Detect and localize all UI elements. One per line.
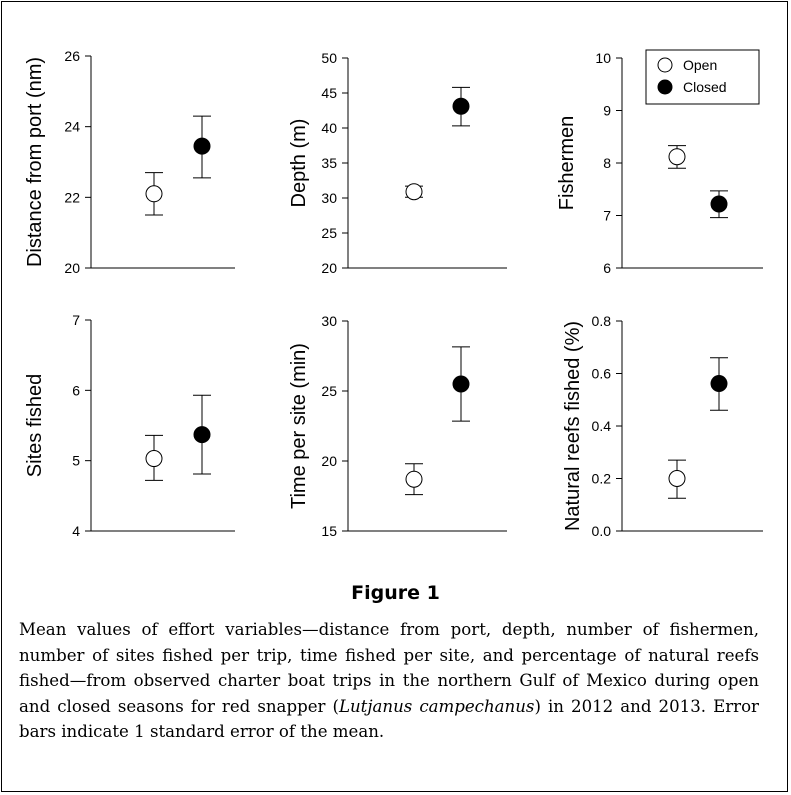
y-tick-label: 20 xyxy=(64,260,80,276)
closed-mean-point xyxy=(193,426,211,444)
y-tick-label: 7 xyxy=(603,208,611,224)
y-tick-label: 10 xyxy=(595,50,611,66)
y-tick-label: 24 xyxy=(64,119,80,135)
y-tick-label: 50 xyxy=(321,50,337,66)
y-tick-label: 0.0 xyxy=(592,523,612,539)
y-tick-label: 22 xyxy=(64,189,80,205)
caption-text-1: Mean values of effort variables—distance… xyxy=(19,620,759,716)
y-tick-label: 15 xyxy=(321,523,337,539)
y-tick-label: 30 xyxy=(321,313,337,329)
open-mean-point xyxy=(405,470,423,488)
open-mean-point xyxy=(668,148,686,166)
legend-marker-closed xyxy=(657,79,673,95)
caption-text-2: ) in 2012 and 2013. Error bars indicate … xyxy=(19,696,759,742)
y-tick-label: 26 xyxy=(64,48,80,64)
y-tick-label: 40 xyxy=(321,120,337,136)
legend-label-open: Open xyxy=(683,57,717,73)
y-tick-label: 25 xyxy=(321,383,337,399)
closed-mean-point xyxy=(710,374,728,392)
y-axis-label: Sites fished xyxy=(24,374,46,477)
y-tick-label: 30 xyxy=(321,190,337,206)
y-tick-label: 20 xyxy=(321,260,337,276)
y-axis-label: Natural reefs fished (%) xyxy=(562,321,584,531)
y-tick-label: 9 xyxy=(603,103,611,119)
legend-marker-open xyxy=(657,57,673,73)
y-tick-label: 6 xyxy=(603,260,611,276)
y-axis-label: Distance from port (nm) xyxy=(24,57,46,267)
y-tick-label: 20 xyxy=(321,453,337,469)
caption-species: Lutjanus campechanus xyxy=(338,696,535,716)
open-mean-point xyxy=(405,183,423,201)
y-axis-label: Depth (m) xyxy=(288,119,310,208)
closed-mean-point xyxy=(452,97,470,115)
legend-label-closed: Closed xyxy=(683,79,727,95)
y-tick-label: 5 xyxy=(72,453,80,469)
open-mean-point xyxy=(145,185,163,203)
open-mean-point xyxy=(668,470,686,487)
closed-mean-point xyxy=(710,195,728,213)
closed-mean-point xyxy=(193,137,211,155)
y-tick-label: 7 xyxy=(72,312,80,328)
figure-caption: Mean values of effort variables—distance… xyxy=(19,617,759,745)
y-tick-label: 0.2 xyxy=(592,471,612,487)
y-tick-label: 25 xyxy=(321,225,337,241)
y-tick-label: 45 xyxy=(321,85,337,101)
y-axis-label: Fishermen xyxy=(556,116,578,210)
y-tick-label: 6 xyxy=(72,382,80,398)
figure-title: Figure 1 xyxy=(351,582,440,604)
open-mean-point xyxy=(145,450,163,468)
y-tick-label: 4 xyxy=(72,523,80,539)
y-tick-label: 35 xyxy=(321,155,337,171)
y-axis-label: Time per site (min) xyxy=(288,343,310,509)
y-tick-label: 8 xyxy=(603,155,611,171)
y-tick-label: 0.4 xyxy=(592,418,612,434)
y-tick-label: 0.8 xyxy=(592,313,612,329)
closed-mean-point xyxy=(452,375,470,393)
y-tick-label: 0.6 xyxy=(592,366,612,382)
